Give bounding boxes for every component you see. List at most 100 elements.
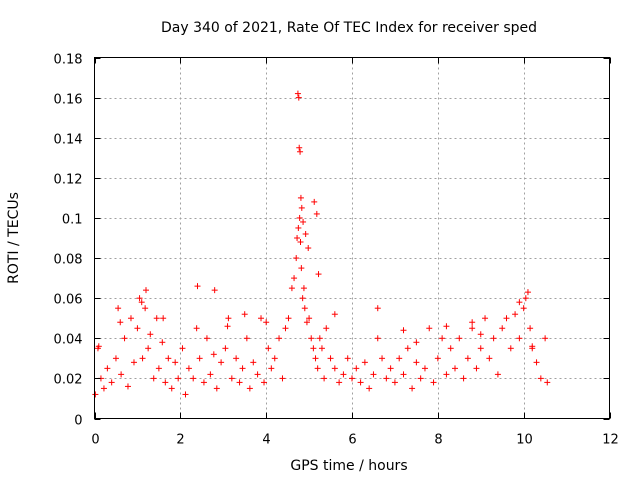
data-point <box>542 335 549 342</box>
data-point <box>293 255 300 262</box>
data-point <box>370 371 377 378</box>
data-point <box>115 305 122 312</box>
data-point <box>296 144 303 151</box>
data-point <box>439 335 446 342</box>
data-point <box>331 311 338 318</box>
data-point <box>285 315 292 322</box>
data-point <box>452 365 458 372</box>
x-tick-label: 10 <box>516 433 533 448</box>
data-point <box>421 365 428 372</box>
data-point <box>145 345 152 352</box>
y-tick-label: 0.1 <box>62 213 83 228</box>
data-point <box>265 345 272 352</box>
data-point <box>297 239 304 246</box>
data-point <box>527 325 534 332</box>
y-tick-label: 0.08 <box>54 253 83 268</box>
data-point <box>318 345 325 352</box>
data-point <box>374 305 381 312</box>
data-point <box>300 285 307 292</box>
data-point <box>138 299 145 306</box>
data-point <box>263 319 270 326</box>
data-point <box>490 335 497 342</box>
data-point <box>182 391 189 398</box>
data-point <box>366 385 373 392</box>
data-point <box>387 365 394 372</box>
data-point <box>179 345 186 352</box>
data-point <box>213 385 220 392</box>
data-point <box>327 355 334 362</box>
data-point <box>150 375 157 382</box>
data-point <box>447 345 454 352</box>
data-point <box>298 204 305 211</box>
data-point <box>516 299 523 306</box>
data-point <box>529 343 536 350</box>
x-tick-label: 6 <box>348 433 356 448</box>
data-point <box>155 365 162 372</box>
data-point <box>524 289 531 296</box>
data-point <box>379 355 386 362</box>
data-point <box>254 371 261 378</box>
data-point <box>153 315 160 322</box>
axis-ticks <box>94 57 611 420</box>
data-point <box>469 319 476 326</box>
data-point <box>494 371 501 378</box>
data-point <box>353 365 360 372</box>
data-point <box>336 379 343 386</box>
x-tick-label: 8 <box>434 433 442 448</box>
data-point <box>520 305 527 312</box>
data-point <box>430 379 437 386</box>
data-point <box>294 235 301 241</box>
data-point <box>268 365 275 372</box>
data-point <box>291 275 298 282</box>
data-point <box>112 355 119 362</box>
data-point <box>210 351 217 358</box>
data-point <box>298 265 305 272</box>
data-point <box>159 339 166 346</box>
data-point <box>404 345 411 352</box>
data-point <box>175 375 182 382</box>
data-point <box>426 325 433 332</box>
data-point <box>168 385 175 392</box>
data-point <box>261 379 268 386</box>
data-point <box>464 355 471 362</box>
tick-labels: 0 2 4 6 8 10 12 0 0.02 0.04 0.06 0.08 0.1 0.12 0.14 0.1… <box>54 53 619 448</box>
data-point <box>308 335 315 342</box>
data-point <box>250 359 257 366</box>
data-point <box>143 287 149 294</box>
data-point <box>344 355 351 362</box>
data-point <box>477 345 484 352</box>
data-point <box>434 355 441 362</box>
data-point <box>211 287 218 294</box>
data-point <box>297 148 304 155</box>
data-point <box>295 224 302 231</box>
data-point <box>134 325 141 332</box>
y-tick-label: 0.04 <box>54 333 83 348</box>
data-point <box>165 355 172 362</box>
data-point <box>241 311 248 318</box>
data-point <box>516 335 523 342</box>
data-point <box>507 345 514 352</box>
data-point <box>473 365 480 372</box>
data-point <box>288 285 295 292</box>
data-point <box>239 365 246 372</box>
data-point <box>203 335 210 342</box>
data-point <box>271 355 278 362</box>
data-point <box>396 355 403 362</box>
data-point <box>276 335 283 342</box>
scatter-series <box>92 90 551 398</box>
data-point <box>300 218 307 225</box>
data-point <box>160 315 167 322</box>
data-point <box>361 359 368 366</box>
data-point <box>295 94 302 101</box>
data-point <box>296 214 303 221</box>
data-point <box>312 355 319 362</box>
data-point <box>544 379 551 386</box>
data-point <box>357 379 364 386</box>
data-point <box>282 325 289 332</box>
data-point <box>409 385 416 392</box>
data-point <box>246 385 253 392</box>
data-point <box>297 194 304 201</box>
data-point <box>95 343 102 350</box>
data-point <box>243 335 250 342</box>
